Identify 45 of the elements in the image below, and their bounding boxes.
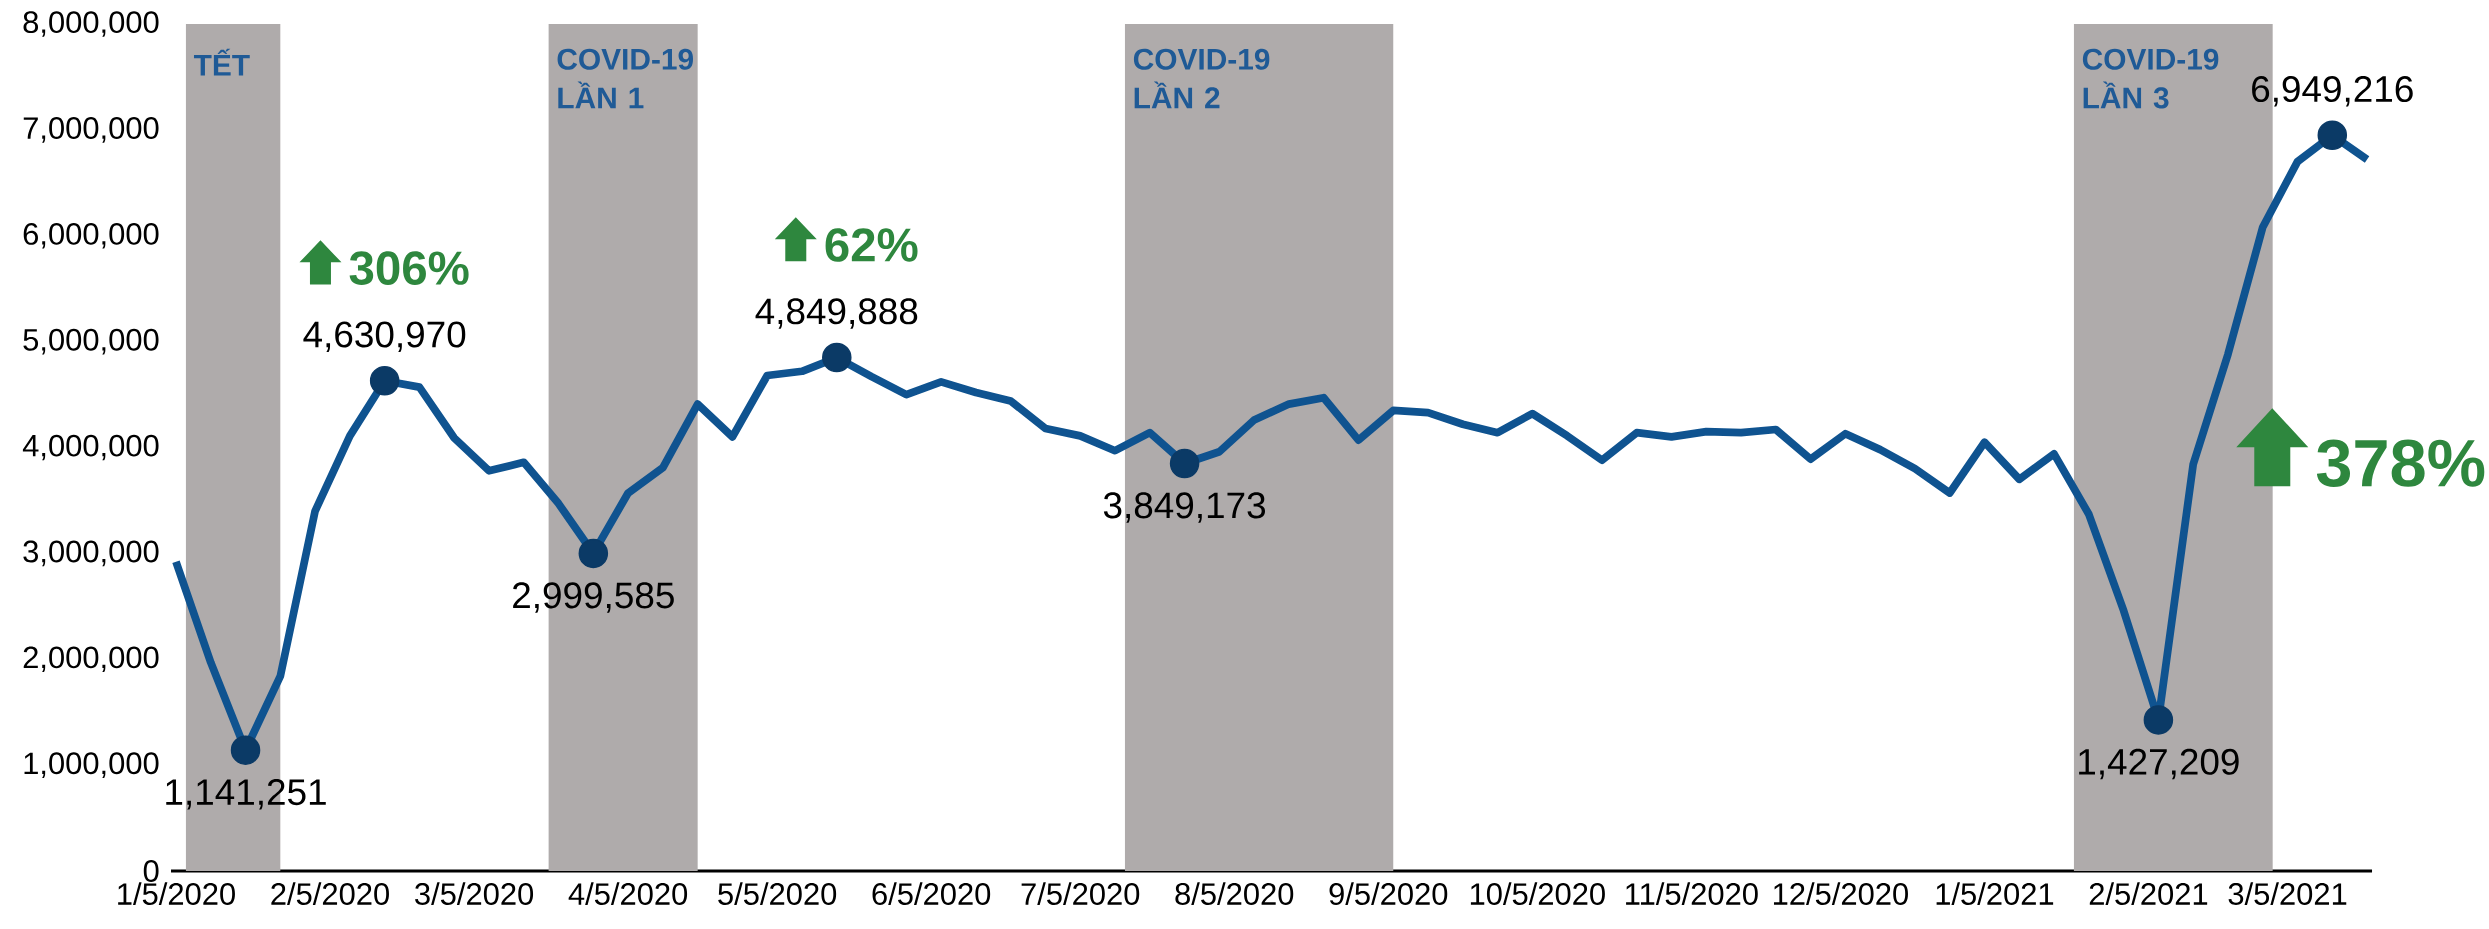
- point: [369, 365, 400, 396]
- x-tick-label: 4/5/2020: [568, 882, 688, 905]
- point: [230, 735, 261, 765]
- x-tick-label: 1/5/2020: [118, 882, 235, 905]
- x-tick-label: 5/5/2020: [718, 882, 837, 905]
- x-tick-label: 11/5/2020: [1626, 882, 1758, 905]
- band-label: TẾT: [193, 48, 250, 76]
- annotation: 306%: [349, 251, 469, 286]
- data-label: 4,849,888: [755, 298, 918, 329]
- data-label: 6,949,216: [2252, 75, 2413, 107]
- x-tick-label: 2/5/2020: [271, 882, 389, 905]
- x-tick-label: 8/5/2020: [1175, 882, 1294, 905]
- y-tick-label: 8,000,000: [23, 11, 159, 37]
- annotation: 378%: [2316, 439, 2485, 487]
- data-label: 4,630,970: [303, 321, 466, 352]
- x-tick-label: 10/5/2020: [1470, 882, 1605, 905]
- band-label: COVID-19 LẦN 3: [2082, 48, 2219, 109]
- y-tick-label: 1,000,000: [24, 752, 159, 778]
- band-label: COVID-19 LẦN 1: [557, 48, 693, 109]
- y-tick-label: 2,000,000: [23, 646, 159, 673]
- point: [1169, 448, 1200, 479]
- data-label: 3,849,173: [1103, 492, 1266, 523]
- y-tick-label: 4,000,000: [22, 434, 159, 461]
- band-label: COVID-19 LẦN 2: [1133, 48, 1270, 109]
- x-tick-label: 9/5/2020: [1329, 882, 1448, 905]
- point: [2317, 120, 2348, 151]
- x-tick-label: 1/5/2021: [1936, 882, 2054, 905]
- data-label: 2,999,585: [513, 582, 674, 613]
- annotation: 62%: [825, 228, 918, 262]
- y-tick-label: 5,000,000: [23, 328, 159, 355]
- point: [578, 538, 609, 569]
- y-tick-label: 3,000,000: [23, 540, 159, 567]
- y-tick-label: 6,000,000: [23, 222, 159, 249]
- y-tick-label: 0: [143, 860, 159, 882]
- y-tick-label: 7,000,000: [23, 117, 159, 143]
- x-tick-label: 6/5/2020: [872, 882, 991, 905]
- point: [822, 342, 852, 373]
- x-tick-label: 12/5/2020: [1773, 882, 1908, 905]
- data-label: 1,141,251: [166, 779, 326, 810]
- x-tick-label: 3/5/2021: [2228, 882, 2347, 905]
- x-tick-label: 2/5/2021: [2089, 882, 2208, 905]
- point: [2143, 705, 2174, 735]
- x-tick-label: 3/5/2020: [415, 882, 534, 905]
- x-tick-label: 7/5/2020: [1021, 882, 1140, 905]
- data-label: 1,427,209: [2079, 748, 2239, 780]
